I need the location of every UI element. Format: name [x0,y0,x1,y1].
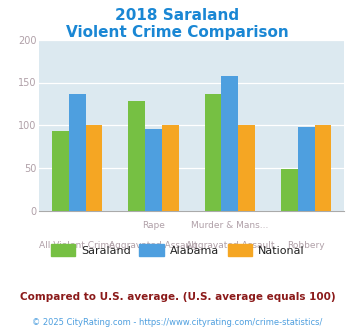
Text: Compared to U.S. average. (U.S. average equals 100): Compared to U.S. average. (U.S. average … [20,292,335,302]
Text: Violent Crime Comparison: Violent Crime Comparison [66,25,289,40]
Bar [238,125,255,211]
Bar [129,101,145,211]
Bar [52,131,69,211]
Bar [298,127,315,211]
Bar [69,94,86,211]
Text: All Violent Crime: All Violent Crime [39,241,115,250]
Legend: Saraland, Alabama, National: Saraland, Alabama, National [47,240,308,260]
Bar [222,76,238,211]
Text: © 2025 CityRating.com - https://www.cityrating.com/crime-statistics/: © 2025 CityRating.com - https://www.city… [32,318,323,327]
Bar [205,94,222,211]
Bar [145,129,162,211]
Text: Rape: Rape [142,221,165,230]
Text: Robbery: Robbery [288,241,325,250]
Text: Aggravated Assault: Aggravated Assault [109,241,198,250]
Bar [162,125,179,211]
Bar [281,169,298,211]
Bar [86,125,102,211]
Text: Aggravated Assault: Aggravated Assault [186,241,274,250]
Text: Murder & Mans...: Murder & Mans... [191,221,268,230]
Bar [315,125,331,211]
Text: 2018 Saraland: 2018 Saraland [115,8,240,23]
